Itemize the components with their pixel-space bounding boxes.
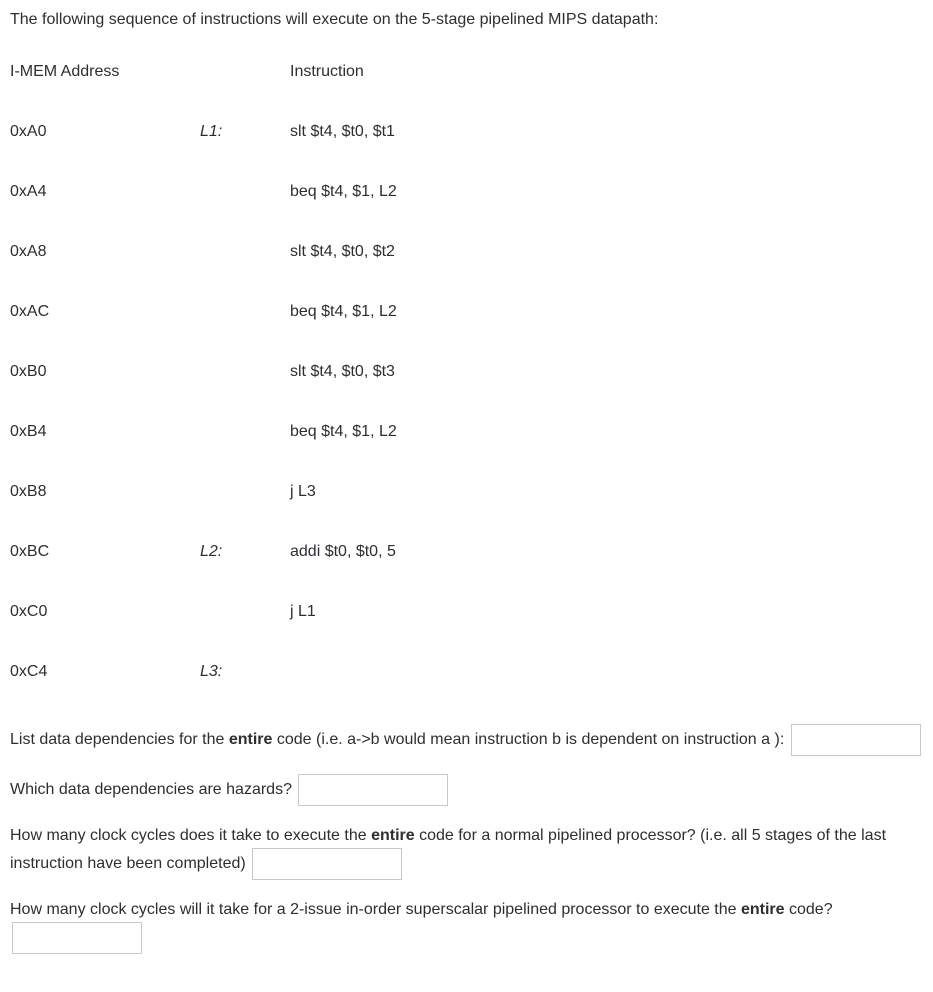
label-cell: [200, 300, 290, 324]
dependencies-input[interactable]: [791, 724, 921, 756]
addr-cell: 0xAC: [10, 300, 200, 324]
clock-cycles-input[interactable]: [252, 848, 402, 880]
instr-cell: beq $t4, $1, L2: [290, 300, 923, 324]
instr-cell: slt $t4, $t0, $t1: [290, 120, 923, 144]
question-hazards: Which data dependencies are hazards?: [10, 774, 923, 806]
header-instruction: Instruction: [290, 60, 923, 84]
q4-text-b: entire: [741, 901, 785, 918]
questions-section: List data dependencies for the entire co…: [10, 724, 923, 954]
q2-text: Which data dependencies are hazards?: [10, 781, 296, 798]
addr-cell: 0xC4: [10, 660, 200, 684]
label-cell: [200, 360, 290, 384]
instr-cell: addi $t0, $t0, 5: [290, 540, 923, 564]
q1-text-c: code (i.e. a->b would mean instruction b…: [272, 731, 788, 748]
question-dependencies: List data dependencies for the entire co…: [10, 724, 923, 756]
q1-text-a: List data dependencies for the: [10, 731, 229, 748]
label-cell: L3:: [200, 660, 290, 684]
question-clock-cycles: How many clock cycles does it take to ex…: [10, 824, 923, 880]
header-address: I-MEM Address: [10, 60, 200, 84]
instr-cell: beq $t4, $1, L2: [290, 420, 923, 444]
instr-cell: slt $t4, $t0, $t3: [290, 360, 923, 384]
addr-cell: 0xA4: [10, 180, 200, 204]
label-cell: [200, 480, 290, 504]
q4-text-c: code?: [785, 901, 833, 918]
instr-cell: j L1: [290, 600, 923, 624]
instr-cell: j L3: [290, 480, 923, 504]
label-cell: L2:: [200, 540, 290, 564]
q3-text-b: entire: [371, 827, 415, 844]
label-cell: L1:: [200, 120, 290, 144]
label-cell: [200, 420, 290, 444]
q1-text-b: entire: [229, 731, 273, 748]
addr-cell: 0xB4: [10, 420, 200, 444]
instr-cell: [290, 660, 923, 684]
addr-cell: 0xC0: [10, 600, 200, 624]
q3-text-a: How many clock cycles does it take to ex…: [10, 827, 371, 844]
superscalar-input[interactable]: [12, 922, 142, 954]
label-cell: [200, 180, 290, 204]
addr-cell: 0xA0: [10, 120, 200, 144]
hazards-input[interactable]: [298, 774, 448, 806]
addr-cell: 0xBC: [10, 540, 200, 564]
question-superscalar: How many clock cycles will it take for a…: [10, 898, 923, 954]
instr-cell: beq $t4, $1, L2: [290, 180, 923, 204]
label-cell: [200, 600, 290, 624]
intro-text: The following sequence of instructions w…: [10, 8, 923, 32]
addr-cell: 0xB8: [10, 480, 200, 504]
q4-text-a: How many clock cycles will it take for a…: [10, 901, 741, 918]
instruction-table: I-MEM Address Instruction 0xA0L1:slt $t4…: [10, 60, 923, 684]
addr-cell: 0xB0: [10, 360, 200, 384]
instr-cell: slt $t4, $t0, $t2: [290, 240, 923, 264]
header-label-spacer: [200, 60, 290, 84]
addr-cell: 0xA8: [10, 240, 200, 264]
label-cell: [200, 240, 290, 264]
